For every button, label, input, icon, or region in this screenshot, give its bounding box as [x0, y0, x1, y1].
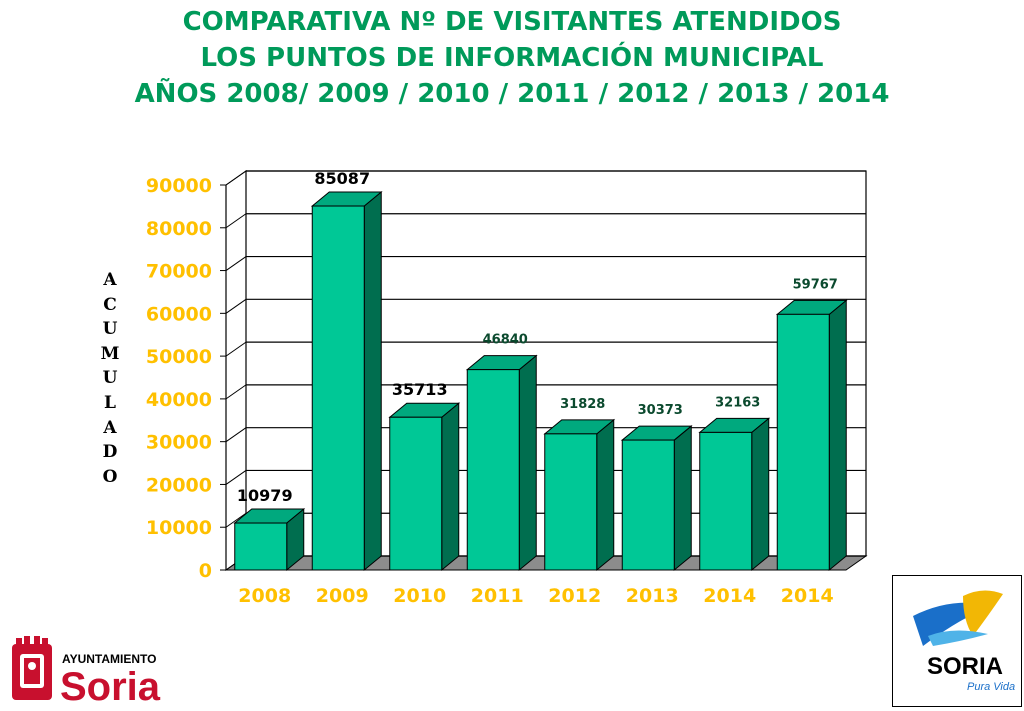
- data-label: 30373: [638, 403, 683, 418]
- bar: [776, 313, 830, 571]
- data-label: 32163: [715, 395, 760, 410]
- title-line-2: LOS PUNTOS DE INFORMACIÓN MUNICIPAL: [200, 43, 824, 73]
- logo-name-text: Soria: [60, 665, 161, 704]
- bar-side: [828, 299, 847, 572]
- y-axis-label-letter: D: [102, 442, 118, 463]
- bar-side: [441, 402, 460, 572]
- y-axis-label-letter: O: [102, 466, 118, 487]
- data-label: 59767: [793, 277, 838, 292]
- bar-side: [596, 418, 615, 572]
- y-tick-label: 10000: [146, 517, 212, 539]
- gridline-side: [225, 256, 247, 271]
- bar: [699, 431, 753, 571]
- y-axis-label-letter: U: [102, 319, 118, 340]
- bar-side: [673, 425, 692, 572]
- coat-of-arms-icon: [12, 636, 52, 700]
- x-tick-label: 2012: [548, 585, 601, 607]
- bar: [234, 522, 288, 571]
- ayuntamiento-soria-logo: AYUNTAMIENTO Soria: [12, 636, 161, 704]
- x-tick-label: 2010: [393, 585, 446, 607]
- y-axis-label-letter: L: [104, 392, 116, 413]
- gridline-side: [225, 512, 247, 528]
- bar: [621, 439, 675, 571]
- y-tick-label: 90000: [146, 175, 212, 197]
- title-line-1: COMPARATIVA Nº DE VISITANTES ATENDIDOS: [182, 7, 842, 37]
- bar-side: [518, 354, 537, 572]
- data-label: 46840: [483, 333, 528, 348]
- x-tick-label: 2014: [781, 585, 834, 607]
- x-tick-label: 2009: [316, 585, 369, 607]
- bar-side: [751, 417, 770, 572]
- y-tick-label: 80000: [146, 218, 212, 240]
- data-label: 10979: [237, 486, 293, 505]
- x-tick-label: 2011: [471, 585, 524, 607]
- y-tick-label: 20000: [146, 474, 212, 496]
- sail-icon: [963, 590, 1003, 636]
- bar: [466, 369, 520, 571]
- bar: [311, 205, 365, 571]
- y-axis-label-letter: A: [103, 270, 117, 290]
- title-line-3: AÑOS 2008/ 2009 / 2010 / 2011 / 2012 / 2…: [134, 79, 890, 109]
- logo-soria-text: SORIA: [927, 653, 1003, 680]
- y-axis-label-letter: A: [103, 417, 117, 438]
- gridline-side: [225, 170, 247, 186]
- y-tick-label: 30000: [146, 432, 212, 454]
- chart-side-wall: [225, 170, 247, 571]
- data-label: 35713: [392, 380, 448, 399]
- gridline-side: [225, 384, 247, 400]
- gridline-side: [225, 427, 247, 443]
- y-axis-label-letter: U: [102, 368, 118, 389]
- y-tick-label: 40000: [146, 389, 212, 411]
- logo-header-text: AYUNTAMIENTO: [62, 652, 156, 666]
- x-tick-label: 2013: [626, 585, 679, 607]
- gridline-side: [225, 213, 247, 229]
- gridline-side: [225, 298, 247, 314]
- gridline-side: [225, 470, 247, 485]
- data-label: 31828: [560, 397, 605, 412]
- y-tick-label: 50000: [146, 346, 212, 368]
- y-axis-label-letter: C: [103, 294, 117, 315]
- bar: [389, 416, 443, 571]
- bar-side: [363, 190, 382, 572]
- x-tick-label: 2008: [238, 585, 291, 607]
- y-tick-label: 70000: [146, 261, 212, 283]
- logo-tagline-text: Pura Vida: [967, 681, 1015, 693]
- y-tick-label: 0: [199, 560, 212, 582]
- bar: [544, 433, 598, 571]
- soria-pura-vida-logo: SORIA Pura Vida: [892, 575, 1022, 707]
- y-tick-label: 60000: [146, 303, 212, 325]
- gridline-side: [225, 341, 247, 357]
- x-tick-label: 2014: [703, 585, 756, 607]
- y-axis-label-letter: M: [100, 343, 120, 364]
- data-label: 85087: [314, 169, 370, 188]
